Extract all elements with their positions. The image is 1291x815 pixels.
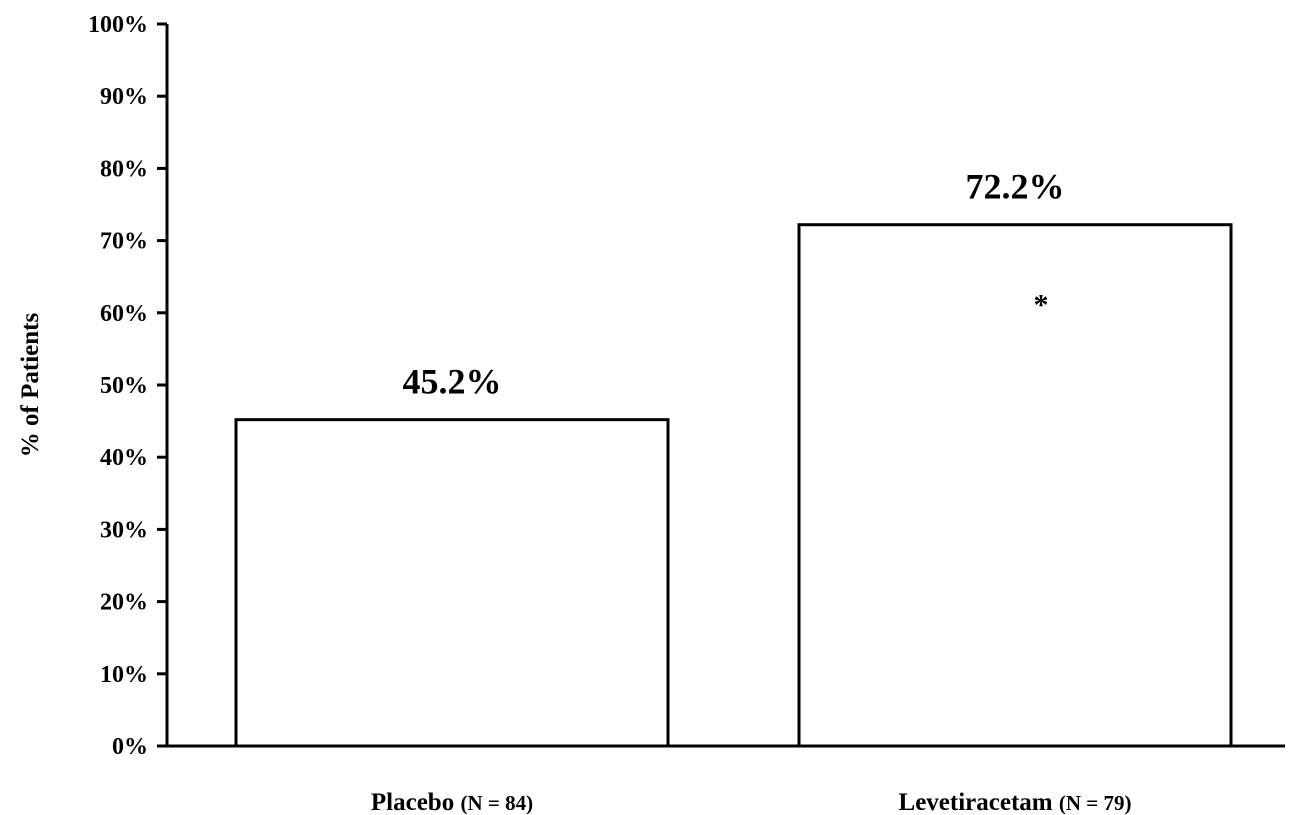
y-tick-label: 50% xyxy=(100,373,148,399)
x-axis: Placebo (N = 84) Levetiracetam (N = 79) xyxy=(157,744,1285,815)
y-tick-label: 100% xyxy=(88,12,148,38)
y-tick-label: 90% xyxy=(100,84,148,110)
bar-placebo xyxy=(234,418,670,748)
x-tick-label: Placebo (N = 84) xyxy=(371,789,533,815)
y-tick-label: 80% xyxy=(100,156,148,182)
y-tick-label: 0% xyxy=(112,734,148,760)
y-tick-label: 60% xyxy=(100,301,148,327)
y-tick-label: 20% xyxy=(100,590,148,616)
bar-levetiracetam xyxy=(797,223,1233,748)
data-label: 72.2% xyxy=(966,167,1065,207)
significance-asterisk: * xyxy=(1034,289,1049,322)
y-tick-label: 30% xyxy=(100,517,148,543)
y-axis-title: % of Patients xyxy=(17,313,44,458)
y-tick-label: 70% xyxy=(100,229,148,255)
y-tick-label: 40% xyxy=(100,445,148,471)
y-axis: 0% 10% 20% 30% 40% 50% 60% 70% 80% 90% 100% xyxy=(88,12,169,760)
data-label: 45.2% xyxy=(403,362,502,402)
y-tick-label: 10% xyxy=(100,662,148,688)
bars: 45.2% 72.2% * xyxy=(234,167,1233,748)
x-tick-label: Levetiracetam (N = 79) xyxy=(899,789,1132,815)
